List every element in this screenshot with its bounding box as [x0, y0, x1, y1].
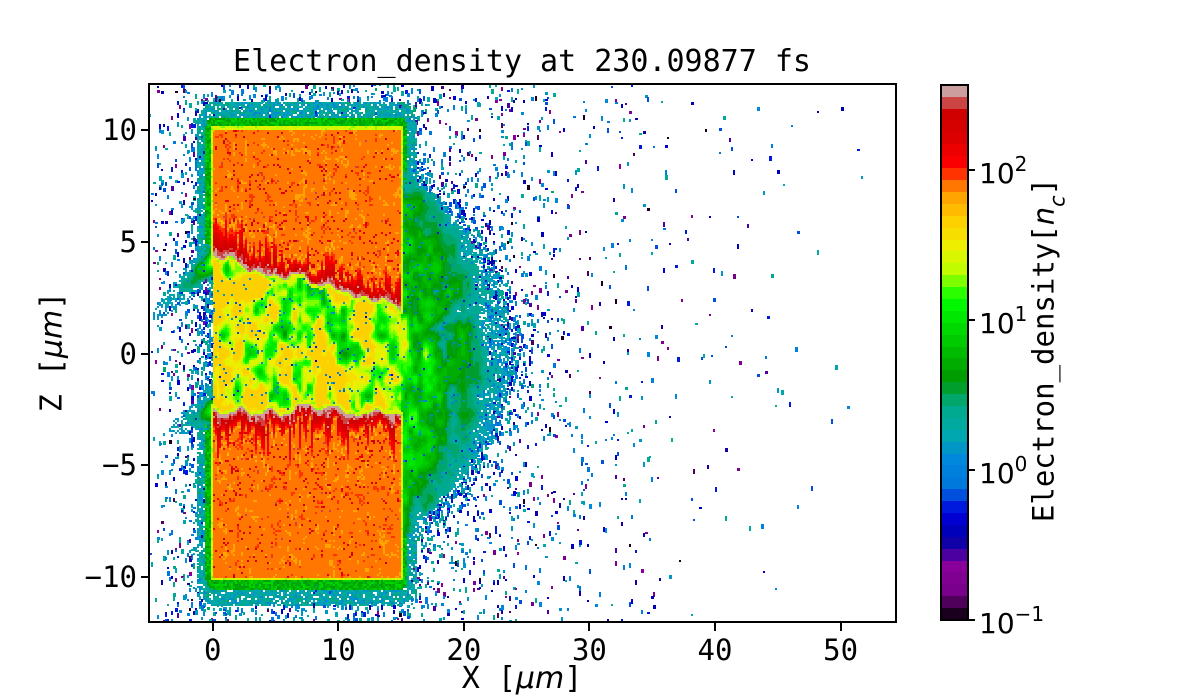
x-tick-label: 10	[320, 633, 356, 667]
x-tick-label: 30	[571, 633, 607, 667]
y-tick-label: 0	[119, 336, 137, 371]
colorbar-label: Electron_density[nc]	[1026, 177, 1070, 523]
x-tick-label: 20	[446, 633, 482, 667]
y-tick-label: 10	[102, 112, 137, 147]
colorbar-tick-mark	[968, 469, 975, 471]
colorbar-label-pre: Electron_density[	[1026, 225, 1061, 523]
y-tick-label: −5	[102, 448, 137, 483]
y-tick-mark	[141, 352, 149, 355]
colorbar-gradient	[941, 85, 968, 620]
y-tick-label: −10	[84, 560, 137, 595]
y-tick-mark	[141, 464, 149, 467]
axes-frame	[148, 83, 897, 623]
x-tick-mark	[211, 623, 214, 631]
colorbar-tick-label: 102	[979, 151, 1028, 191]
x-tick-label: 0	[203, 633, 222, 667]
colorbar-tick-mark	[968, 319, 975, 322]
plot-title: Electron_density at 230.09877 fs	[149, 44, 895, 80]
plot-title-text: Electron_density at 230.09877 fs	[233, 44, 811, 79]
density-heatmap	[149, 84, 895, 622]
colorbar-frame	[940, 84, 969, 621]
x-tick-mark	[337, 623, 340, 631]
x-tick-label: 40	[697, 633, 733, 667]
x-axis-label-pre: X [	[461, 661, 516, 696]
x-tick-mark	[714, 623, 717, 631]
y-tick-mark	[141, 240, 149, 243]
colorbar-tick-mark	[968, 619, 975, 621]
y-tick-mark	[141, 576, 149, 579]
x-tick-label: 50	[823, 633, 859, 667]
x-tick-mark	[839, 623, 842, 631]
colorbar-label-symbol: n	[1026, 206, 1061, 226]
colorbar-tick-label: 10−1	[979, 601, 1045, 641]
y-axis-label-post: ]	[34, 291, 70, 310]
colorbar-tick-label: 100	[979, 451, 1028, 491]
x-tick-mark	[462, 623, 465, 631]
y-tick-label: 5	[119, 224, 137, 259]
colorbar-tick-mark	[968, 169, 975, 172]
x-axis-label: X [μm]	[149, 662, 895, 696]
x-tick-mark	[588, 623, 591, 631]
colorbar-label-subscript: c	[1045, 195, 1070, 207]
y-tick-mark	[141, 128, 149, 131]
x-axis-label-unit: μm	[515, 661, 565, 696]
colorbar-tick-label: 101	[979, 301, 1028, 341]
x-axis-label-post: ]	[564, 661, 583, 696]
colorbar-label-post: ]	[1026, 177, 1061, 196]
